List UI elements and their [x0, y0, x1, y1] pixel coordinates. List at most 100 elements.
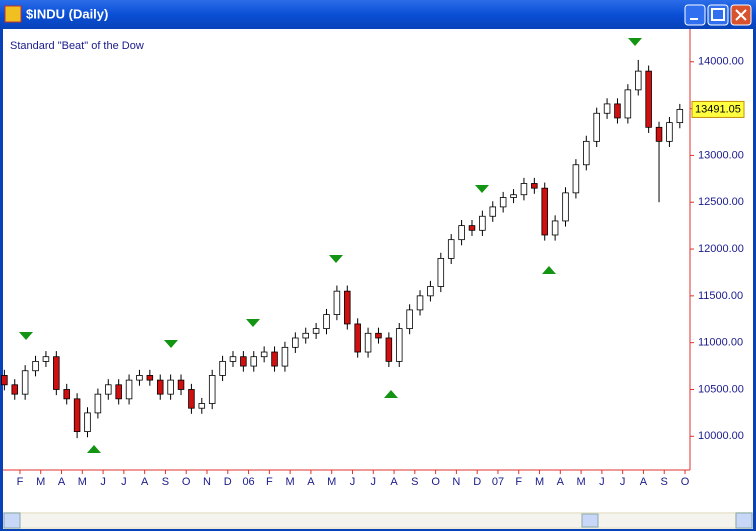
chart-pane: [3, 29, 753, 512]
window-title: $INDU (Daily): [26, 6, 108, 21]
last-price-box: [691, 100, 745, 118]
candle-body: [603, 103, 611, 114]
buy-arrow: [542, 266, 556, 274]
candle-body: [94, 393, 102, 414]
candle-body: [271, 351, 278, 367]
x-tick-label: O: [431, 476, 440, 488]
candle-body: [520, 183, 528, 196]
candle-body: [344, 290, 351, 325]
candle-body: [1, 375, 8, 386]
candle-body: [63, 389, 70, 400]
candle-body: [11, 384, 19, 395]
x-tick-label: J: [350, 476, 356, 488]
candle-body: [42, 356, 50, 362]
candle-body: [375, 332, 382, 339]
candle-body: [541, 187, 548, 236]
sell-arrow: [329, 255, 343, 263]
candle-body: [531, 183, 538, 189]
sell-arrow: [246, 319, 260, 327]
x-tick-label: D: [473, 476, 481, 488]
x-tick-label: A: [58, 476, 66, 488]
x-tick-label: M: [327, 476, 336, 488]
x-tick-label: O: [681, 476, 690, 488]
minimize-button[interactable]: [684, 4, 706, 26]
x-tick-label: 06: [242, 476, 254, 488]
candle-body: [219, 360, 226, 376]
candle-body: [105, 384, 112, 395]
x-tick-label: M: [577, 476, 586, 488]
candle-body: [655, 126, 663, 142]
candle-body: [167, 379, 174, 395]
x-tick-label: J: [371, 476, 377, 488]
scroll-track: [20, 514, 735, 527]
candle-body: [281, 346, 289, 367]
close-icon: [735, 9, 747, 21]
candle-body: [198, 403, 206, 409]
x-tick-label: M: [535, 476, 544, 488]
candle-body: [364, 332, 372, 353]
candle-body: [53, 356, 60, 390]
maximize-icon: [711, 8, 725, 21]
x-tick-label: A: [390, 476, 398, 488]
candle-body: [312, 328, 320, 334]
x-tick-label: A: [141, 476, 149, 488]
candle-body: [634, 70, 642, 91]
y-tick-label: 10000.00: [698, 430, 744, 442]
y-tick-label: 13000.00: [698, 149, 744, 161]
x-tick-label: M: [78, 476, 87, 488]
candle-body: [458, 225, 465, 241]
candle-body: [146, 375, 154, 381]
scroll-left[interactable]: [3, 512, 21, 529]
candle-body: [479, 215, 486, 231]
x-tick-label: 07: [492, 476, 504, 488]
x-tick-label: J: [121, 476, 127, 488]
candle-body: [499, 197, 507, 208]
candle-body: [32, 360, 39, 372]
x-tick-label: N: [452, 476, 460, 488]
buy-arrow: [87, 445, 101, 453]
candle-body: [240, 356, 247, 367]
x-tick-label: S: [411, 476, 418, 488]
sell-arrow: [19, 332, 33, 340]
x-tick-label: M: [36, 476, 45, 488]
candle-body: [250, 356, 258, 367]
candle-body: [260, 351, 268, 358]
sell-arrow: [164, 340, 178, 348]
candle-body: [208, 375, 216, 404]
candle-body: [447, 239, 455, 259]
candle-body: [551, 220, 559, 236]
x-tick-label: S: [661, 476, 668, 488]
candle-body: [21, 370, 29, 395]
candle-body: [229, 356, 237, 362]
candle-body: [614, 103, 621, 119]
candle-body: [572, 164, 580, 194]
candle-body: [489, 206, 497, 217]
candle-body: [510, 194, 517, 198]
candle-body: [562, 192, 569, 222]
x-tick-label: S: [162, 476, 169, 488]
x-tick-label: J: [599, 476, 605, 488]
signal-arrows: [19, 38, 642, 453]
candle-body: [156, 379, 164, 395]
x-tick-label: N: [203, 476, 211, 488]
x-tick-label: F: [515, 476, 522, 488]
x-tick-label: D: [224, 476, 232, 488]
scroll-right[interactable]: [735, 512, 753, 529]
candle-body: [406, 309, 413, 330]
sell-arrow: [628, 38, 642, 46]
candle-body: [354, 323, 361, 353]
x-tick-label: F: [17, 476, 24, 488]
y-tick-label: 12000.00: [698, 243, 744, 255]
x-tick-label: F: [266, 476, 273, 488]
chart-annotation: Standard "Beat" of the Dow: [10, 40, 144, 52]
candle-body: [292, 337, 299, 348]
candle-body: [188, 389, 195, 409]
candle-body: [385, 337, 393, 362]
y-tick-label: 14000.00: [698, 56, 744, 68]
buy-arrow: [384, 390, 398, 398]
candle-body: [416, 295, 424, 311]
x-tick-label: O: [182, 476, 191, 488]
scroll-thumb[interactable]: [581, 513, 599, 528]
x-tick-label: M: [286, 476, 295, 488]
